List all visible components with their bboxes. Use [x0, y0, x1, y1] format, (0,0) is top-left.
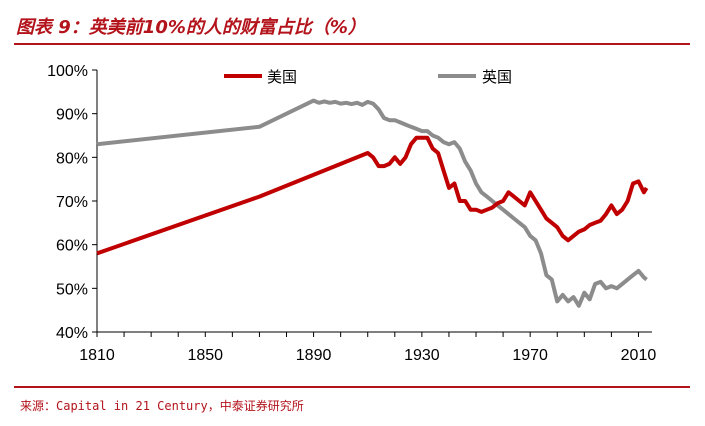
chart-title: 图表 9：英美前10%的人的财富占比（%）: [16, 17, 366, 38]
y-tick-label: 90%: [56, 107, 88, 124]
y-tick-label: 80%: [56, 150, 88, 167]
y-tick-label: 40%: [56, 325, 88, 342]
legend: 美国 英国: [224, 68, 512, 86]
legend-label-us: 美国: [267, 68, 297, 86]
source-note: 来源：Capital in 21 Century，中泰证券研究所: [20, 399, 304, 413]
series-lines: [96, 98, 649, 308]
x-tick-label: 1970: [512, 347, 548, 364]
y-tick-label: 50%: [56, 281, 88, 298]
series-line-uk: [96, 98, 648, 308]
y-tick-label: 100%: [47, 63, 88, 80]
x-tick-label: 2010: [621, 347, 657, 364]
x-tick-label: 1810: [79, 347, 115, 364]
legend-label-uk: 英国: [482, 68, 512, 86]
axes: 40% 50% 60% 70% 80% 90% 100% 1810 1850 1890 1930 19…: [47, 63, 656, 364]
x-tick-label: 1890: [296, 347, 332, 364]
y-tick-label: 60%: [56, 238, 88, 255]
y-tick-label: 70%: [56, 194, 88, 211]
series-line-us: [96, 135, 649, 256]
x-tick-label: 1850: [187, 347, 223, 364]
x-tick-label: 1930: [404, 347, 440, 364]
title-divider: [14, 43, 690, 45]
footer-divider: [14, 386, 690, 388]
